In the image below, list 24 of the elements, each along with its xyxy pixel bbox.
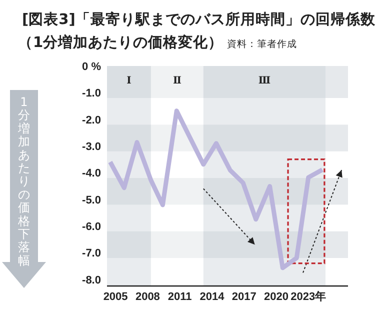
y-tick-label: -5.0	[82, 194, 101, 206]
y-tick-label: -3.0	[82, 141, 101, 153]
line-series	[108, 108, 325, 270]
y-tick-label: -7.0	[82, 248, 101, 260]
x-tick-label: 2011	[168, 291, 192, 303]
text: 1分増加あたりの価格下落幅	[18, 95, 30, 268]
text: 資料：筆者作成	[227, 38, 298, 50]
chart-title: [図表3]「最寄り駅までのバス所用時間」の回帰係数	[22, 10, 376, 28]
x-tick-label: 2008	[135, 291, 160, 303]
chart-subtitle: （1分増加あたりの価格変化）	[18, 33, 224, 51]
y-tick-label: -2.0	[82, 114, 101, 126]
y-tick-label: -1.0	[82, 88, 101, 100]
y-tick-label: -6.0	[82, 221, 101, 233]
band-label: Ⅲ	[258, 75, 271, 86]
x-tick-label: 2005	[103, 291, 128, 303]
x-tick-label: 2014	[200, 291, 226, 303]
y-tick-label: -4.0	[82, 168, 101, 180]
y-tick-label: -8.0	[82, 274, 101, 286]
x-tick-label: 2017	[232, 291, 256, 303]
x-tick-label: 2023年	[290, 290, 326, 303]
x-tick-label: 2020	[264, 291, 288, 303]
band-label: Ⅱ	[172, 75, 182, 86]
y-tick-label: 0 %	[82, 61, 102, 73]
band-label: Ⅰ	[126, 75, 132, 86]
